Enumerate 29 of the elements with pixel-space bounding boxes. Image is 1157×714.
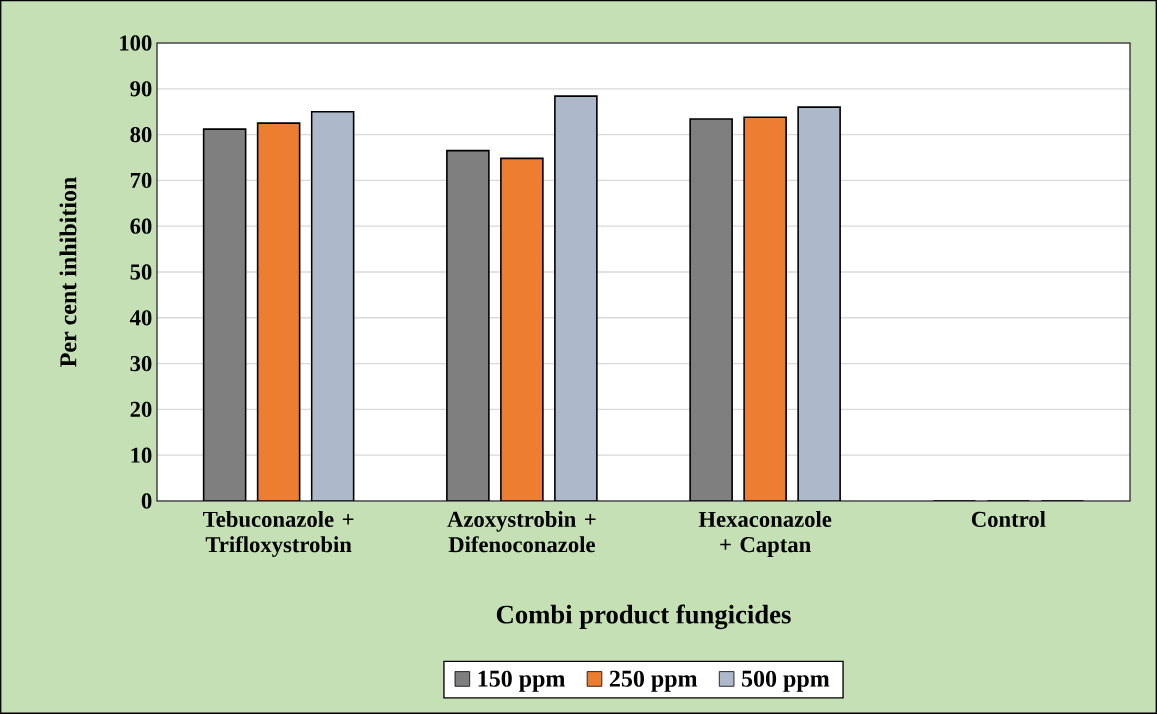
bar [500,157,544,501]
y-tick-label: 0 [141,493,152,509]
x-axis-title: Combi product fungicides [496,604,791,630]
x-tick-label: Control [971,511,1046,527]
bar [256,122,301,501]
bar [310,110,355,501]
legend-label: 500 ppm [742,670,830,692]
y-tick-label: 60 [130,218,152,234]
y-tick-label: 80 [130,126,152,143]
bar [743,116,787,501]
y-tick-label: 90 [130,81,152,97]
y-tick-label: 70 [130,172,152,189]
y-tick-label: 10 [131,447,152,463]
bar [202,128,247,501]
y-tick-label: 30 [130,355,152,372]
y-tick-label: 40 [129,310,152,326]
bar [554,95,598,501]
bar [446,149,490,501]
y-axis-title: Per cent inhibition [59,177,77,367]
bar [689,118,733,501]
bar [797,106,841,501]
y-tick-label: 50 [130,264,152,280]
x-tick-label: Azoxystrobin + Difenoconazole [447,511,596,553]
x-tick-label: Tebuconazole + Trifloxystrobin [203,511,354,557]
y-tick-label: 20 [130,401,152,418]
x-tick-label: Hexaconazole + Captan [698,511,832,557]
legend-label: 250 ppm [609,670,698,692]
legend-label: 150 ppm [478,670,566,692]
y-tick-label: 100 [120,35,152,51]
